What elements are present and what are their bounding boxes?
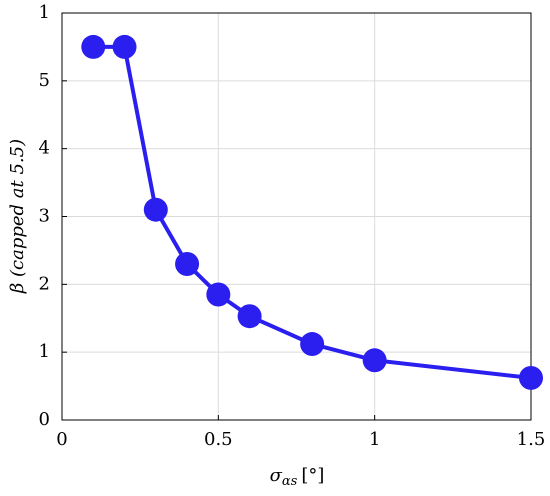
plot-frame bbox=[61, 12, 532, 421]
y-tick-label: 5 bbox=[39, 70, 50, 91]
y-tick-label: 1 bbox=[39, 2, 50, 23]
y-tick-label: 0 bbox=[39, 409, 50, 430]
data-point bbox=[143, 197, 168, 222]
y-tick-label: 2 bbox=[39, 273, 50, 294]
data-point bbox=[237, 304, 262, 329]
y-tick-label: 3 bbox=[39, 206, 50, 227]
x-tick-label: 0 bbox=[56, 429, 67, 450]
x-label-subscript: αs bbox=[282, 474, 298, 489]
y-axis-label: β (capped at 5.5) bbox=[7, 139, 28, 294]
y-tick-label: 4 bbox=[39, 138, 50, 159]
data-point bbox=[519, 365, 543, 390]
x-tick-label: 0.5 bbox=[204, 429, 233, 450]
data-point bbox=[81, 34, 106, 59]
x-axis-label: σαs [°] bbox=[270, 465, 325, 489]
data-point bbox=[206, 282, 231, 307]
x-tick-label: 1 bbox=[369, 429, 380, 450]
y-tick-label: 1 bbox=[39, 341, 50, 362]
x-tick-label: 1.5 bbox=[517, 429, 546, 450]
data-point bbox=[300, 332, 325, 357]
data-point bbox=[112, 34, 137, 59]
x-label-unit: [°] bbox=[301, 465, 324, 486]
data-point bbox=[362, 348, 387, 373]
data-point bbox=[175, 251, 200, 276]
x-label-symbol: σ bbox=[270, 465, 283, 486]
